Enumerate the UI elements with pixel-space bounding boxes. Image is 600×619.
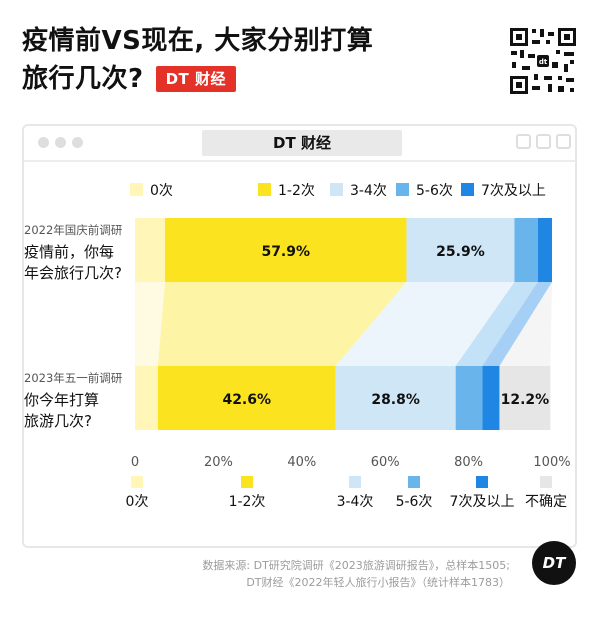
x-tick-label: 40% bbox=[287, 455, 316, 470]
bar-segment bbox=[406, 218, 515, 282]
bar-segment bbox=[455, 366, 483, 430]
legend-label: 0次 bbox=[126, 494, 149, 510]
legend-swatch bbox=[408, 476, 420, 488]
connector-band bbox=[455, 282, 538, 366]
dt-logo-icon: DT bbox=[532, 541, 576, 585]
window-button-icon bbox=[556, 134, 571, 149]
legend-label: 7次及以上 bbox=[481, 183, 546, 199]
legend-label: 3-4次 bbox=[350, 183, 387, 199]
svg-text:dt: dt bbox=[539, 58, 548, 66]
legend-swatch bbox=[131, 476, 143, 488]
title-line-1: 疫情前VS现在, 大家分别打算 bbox=[22, 26, 374, 56]
legend-label: 0次 bbox=[150, 183, 173, 199]
window-dot-icon bbox=[72, 137, 83, 148]
category-tag: 2023年五一前调研 bbox=[24, 371, 123, 385]
legend-swatch bbox=[330, 183, 343, 196]
legend-label: 不确定 bbox=[525, 494, 567, 510]
category-tag: 2022年国庆前调研 bbox=[24, 223, 123, 237]
connector-band bbox=[482, 282, 552, 366]
legend-swatch bbox=[130, 183, 143, 196]
data-label: 42.6% bbox=[222, 392, 271, 408]
x-tick-label: 20% bbox=[204, 455, 233, 470]
legend-label: 5-6次 bbox=[396, 494, 433, 510]
legend-label: 3-4次 bbox=[337, 494, 374, 510]
qr-code-icon: dt bbox=[508, 26, 578, 96]
legend-label: 1-2次 bbox=[229, 494, 266, 510]
bar-segment bbox=[135, 218, 166, 282]
window-button-icon bbox=[536, 134, 551, 149]
legend-swatch bbox=[461, 183, 474, 196]
data-label: 57.9% bbox=[261, 244, 310, 260]
bar-segment bbox=[482, 366, 500, 430]
bar-segment bbox=[514, 218, 538, 282]
connector-band bbox=[335, 282, 515, 366]
category-label: 旅游几次? bbox=[24, 412, 92, 430]
legend-label: 7次及以上 bbox=[450, 494, 515, 510]
data-label: 12.2% bbox=[501, 392, 550, 408]
x-tick-label: 0 bbox=[131, 455, 139, 470]
connector-band bbox=[499, 282, 552, 366]
x-tick-label: 100% bbox=[533, 455, 570, 470]
legend-label: 1-2次 bbox=[278, 183, 315, 199]
bar-segment bbox=[499, 366, 551, 430]
card-brand: DT 财经 bbox=[202, 130, 402, 156]
legend-swatch bbox=[396, 183, 409, 196]
bar-segment bbox=[335, 366, 456, 430]
legend-label: 5-6次 bbox=[416, 183, 453, 199]
window-dot-icon bbox=[38, 137, 49, 148]
page-title: 疫情前VS现在, 大家分别打算 旅行几次? DT 财经 bbox=[22, 22, 373, 98]
category-label: 你今年打算 bbox=[24, 391, 99, 409]
window-dot-icon bbox=[55, 137, 66, 148]
source-line-1: 数据来源: DT研究院调研《2023旅游调研报告》，总样本1505; bbox=[202, 559, 510, 572]
window-button-icon bbox=[516, 134, 531, 149]
data-label: 28.8% bbox=[371, 392, 420, 408]
x-tick-label: 80% bbox=[454, 455, 483, 470]
connector-band bbox=[135, 282, 166, 366]
brand-badge: DT 财经 bbox=[155, 66, 236, 92]
legend-swatch bbox=[349, 476, 361, 488]
category-label: 疫情前，你每 bbox=[24, 243, 114, 261]
connector-band bbox=[157, 282, 407, 366]
bar-segment bbox=[157, 366, 336, 430]
source-note: 数据来源: DT研究院调研《2023旅游调研报告》，总样本1505; DT财经《… bbox=[150, 557, 510, 591]
legend-swatch bbox=[476, 476, 488, 488]
legend-swatch bbox=[540, 476, 552, 488]
category-label: 年会旅行几次? bbox=[24, 264, 122, 282]
bar-segment bbox=[165, 218, 407, 282]
title-line-2: 旅行几次? bbox=[22, 64, 144, 94]
bar-segment bbox=[537, 218, 552, 282]
bar-segment bbox=[135, 366, 158, 430]
legend-swatch bbox=[258, 183, 271, 196]
card-header: DT 财经 bbox=[24, 126, 575, 162]
legend-swatch bbox=[241, 476, 253, 488]
data-label: 25.9% bbox=[436, 244, 485, 260]
source-line-2: DT财经《2022年轻人旅行小报告》（统计样本1783） bbox=[246, 576, 510, 589]
x-tick-label: 60% bbox=[371, 455, 400, 470]
